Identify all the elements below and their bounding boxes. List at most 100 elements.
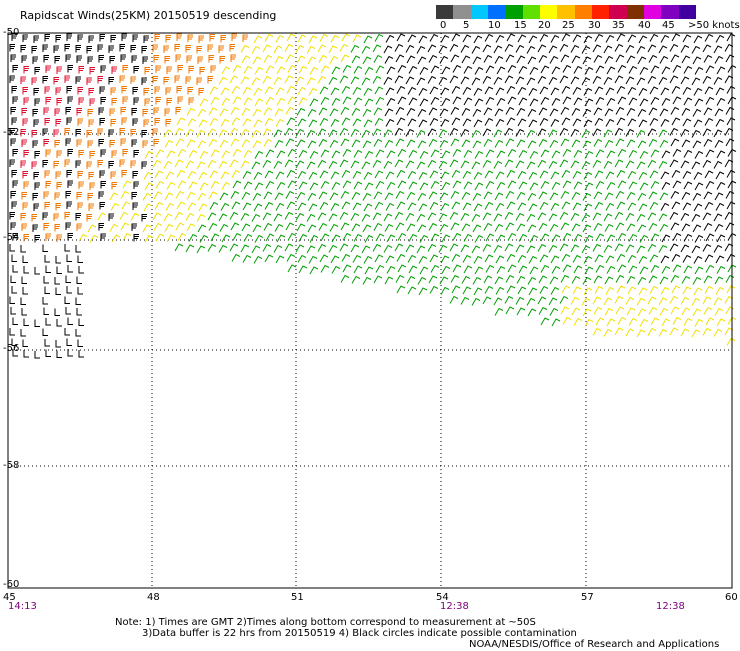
wind-barb xyxy=(605,34,615,43)
wind-barb xyxy=(450,222,460,231)
wind-barb xyxy=(572,118,582,127)
wind-barb xyxy=(539,33,549,42)
wind-barb xyxy=(716,234,726,243)
wind-barb xyxy=(141,214,147,222)
wind-barb xyxy=(694,150,704,159)
wind-barb xyxy=(22,255,28,263)
wind-barb xyxy=(55,87,61,95)
wind-barb xyxy=(672,264,682,273)
wind-barb xyxy=(526,77,536,86)
wind-barb xyxy=(328,213,338,222)
wind-barb xyxy=(493,244,503,253)
lon-label-45: 45 xyxy=(3,592,16,603)
wind-barb xyxy=(716,97,726,106)
wind-barb xyxy=(463,233,473,242)
wind-barb xyxy=(286,117,296,126)
wind-barb xyxy=(680,44,690,53)
wind-barb xyxy=(33,203,39,211)
wind-barb xyxy=(650,317,660,326)
wind-barb xyxy=(284,211,294,220)
wind-barb xyxy=(560,54,570,63)
wind-barb xyxy=(461,107,471,116)
wind-barb xyxy=(658,297,668,306)
wind-barb xyxy=(284,159,294,168)
wind-barb xyxy=(493,76,503,85)
wind-barb xyxy=(97,128,103,136)
wind-barb xyxy=(210,180,220,189)
wind-barb xyxy=(341,253,351,262)
wind-barb xyxy=(661,97,671,106)
wind-barb xyxy=(649,117,659,126)
wind-barb xyxy=(220,171,230,180)
wind-barb xyxy=(548,213,558,222)
wind-barb xyxy=(77,255,83,263)
wind-barb xyxy=(362,108,372,117)
wind-barb xyxy=(692,224,702,233)
wind-barb xyxy=(650,180,660,189)
wind-barb xyxy=(75,245,81,253)
wind-barb xyxy=(108,45,114,53)
wind-barb xyxy=(636,213,646,222)
wind-barb xyxy=(306,161,316,170)
wind-barb xyxy=(527,308,537,317)
wind-barb xyxy=(639,266,649,275)
wind-barb xyxy=(352,170,362,179)
wind-barb xyxy=(428,191,438,200)
wind-barb xyxy=(716,181,726,190)
wind-barb xyxy=(460,160,470,169)
wind-barb xyxy=(65,275,71,283)
wind-barb xyxy=(528,171,538,180)
wind-barb xyxy=(231,169,241,178)
wind-barb xyxy=(364,234,374,243)
wind-barb xyxy=(659,307,669,316)
wind-barb xyxy=(593,275,603,284)
time-label-middle: 12:38 xyxy=(440,601,469,612)
wind-barb xyxy=(153,139,159,147)
wind-barb xyxy=(320,149,330,158)
wind-barb xyxy=(506,285,516,294)
wind-barb xyxy=(175,107,181,115)
wind-barb xyxy=(174,243,184,252)
wind-barb xyxy=(615,306,625,315)
wind-barb xyxy=(23,234,29,242)
wind-barb xyxy=(595,317,605,326)
wind-barb xyxy=(694,98,704,107)
wind-barb xyxy=(428,222,438,231)
wind-barb xyxy=(308,119,318,128)
wind-barb xyxy=(527,108,537,117)
wind-barb xyxy=(274,192,284,201)
wind-barb xyxy=(659,108,669,117)
wind-barb xyxy=(605,87,615,96)
wind-barb xyxy=(516,55,526,64)
wind-barb xyxy=(693,255,703,264)
wind-barb xyxy=(505,106,515,115)
wind-barb xyxy=(595,65,605,74)
wind-barb xyxy=(394,43,404,52)
wind-barb xyxy=(419,150,429,159)
wind-barb xyxy=(174,211,184,220)
wind-barb xyxy=(67,349,73,357)
wind-barb xyxy=(297,86,307,95)
wind-barb xyxy=(100,65,106,73)
lon-label-51: 51 xyxy=(291,592,304,603)
wind-barb xyxy=(265,96,275,105)
wind-barb xyxy=(262,75,272,84)
wind-barb xyxy=(527,276,537,285)
wind-barb xyxy=(439,276,449,285)
wind-barb xyxy=(276,181,286,190)
wind-barb xyxy=(12,65,18,73)
wind-barb xyxy=(317,44,327,53)
wind-barb xyxy=(372,212,382,221)
wind-barb xyxy=(669,75,679,84)
wind-barb xyxy=(615,190,625,199)
wind-barb xyxy=(77,202,83,210)
wind-barb xyxy=(606,234,616,243)
wind-barb xyxy=(33,172,39,180)
wind-barb xyxy=(339,43,349,52)
wind-barb xyxy=(307,224,317,233)
wind-barb xyxy=(67,149,73,157)
wind-barb xyxy=(375,149,385,158)
wind-barb xyxy=(430,65,440,74)
wind-barb xyxy=(340,190,350,199)
wind-barb xyxy=(153,107,159,115)
